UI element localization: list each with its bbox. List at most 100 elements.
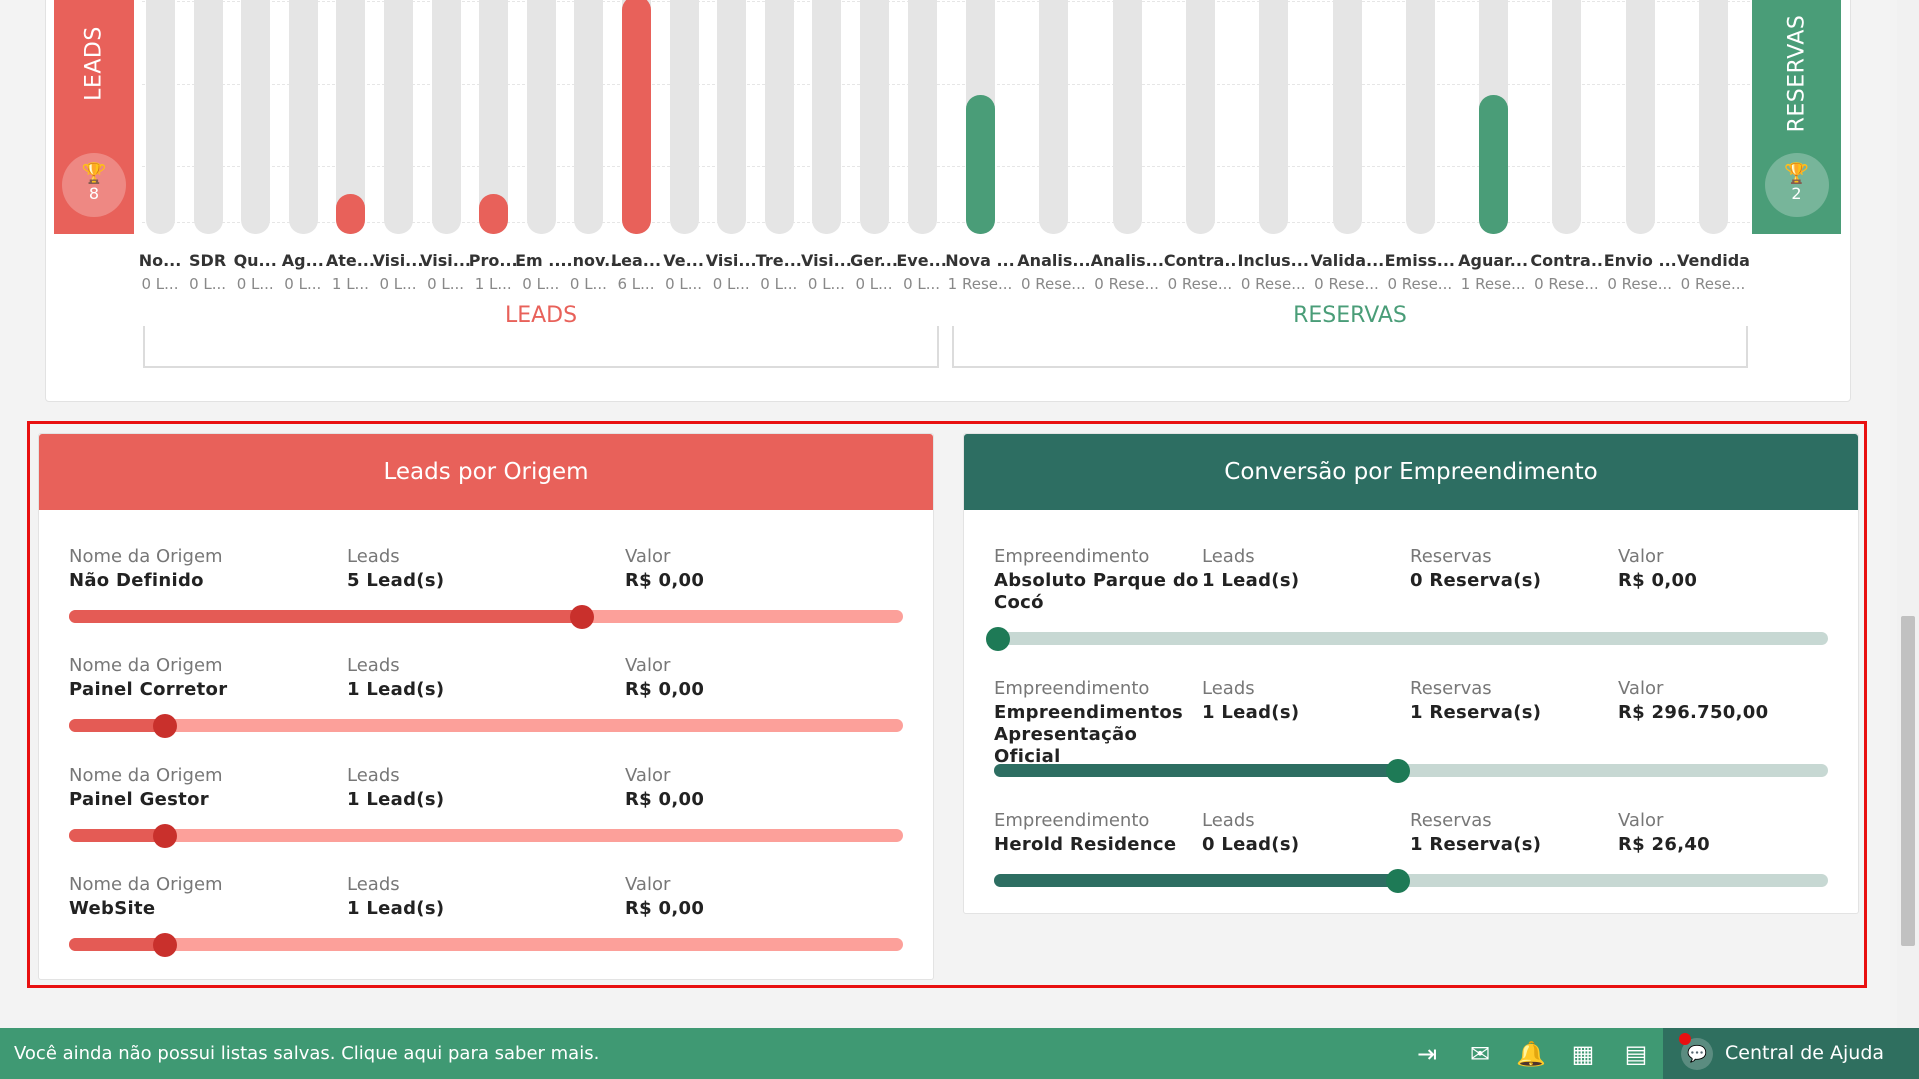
conversao-progress-fill [994, 874, 1399, 887]
saved-lists-message-link[interactable]: Você ainda não possui listas salvas. Cli… [14, 1043, 600, 1064]
logout-arrow-icon[interactable]: ⇥ [1416, 1040, 1438, 1068]
valor-header: Valor [625, 765, 671, 786]
funnel-column-count: 1 L... [474, 275, 512, 293]
origem-progress-fill [69, 610, 582, 623]
reservas-trophy-badge: 🏆 2 [1764, 153, 1829, 217]
funnel-column-label: ...nov... [554, 251, 623, 270]
funnel-column-label: Tre... [755, 251, 802, 270]
origem-progress-knob[interactable] [152, 714, 177, 738]
funnel-column-count: 0 Rese... [1167, 275, 1233, 293]
origem-progress-bar [69, 605, 903, 629]
valor-value: R$ 296.750,00 [1618, 702, 1769, 723]
funnel-column-count: 0 L... [427, 275, 465, 293]
funnel-column-count: 0 L... [760, 275, 798, 293]
reservas-total-count: 2 [1791, 184, 1802, 203]
scrollbar-thumb[interactable] [1901, 616, 1915, 946]
bell-icon[interactable]: 🔔 [1516, 1040, 1546, 1068]
funnel-column-count: 0 Rese... [1534, 275, 1599, 293]
funnel-column-track [1332, 0, 1362, 234]
funnel-column-track [1552, 0, 1582, 234]
funnel-column-fill [622, 0, 651, 234]
conversao-row: Empreendimento Absoluto Parque do Cocó Lea… [986, 544, 1828, 651]
origem-name: WebSite [69, 898, 156, 919]
origem-progress-knob[interactable] [152, 824, 177, 848]
conversao-progress-knob[interactable] [1386, 759, 1411, 783]
origem-progress-knob[interactable] [152, 933, 177, 957]
reservas-header: Reservas [1410, 678, 1492, 699]
funnel-column-label: Emiss... [1384, 251, 1455, 270]
funnel-column-fill [336, 193, 366, 234]
leads-side-block: LEADS 🏆 8 [54, 0, 134, 234]
leads-total-count: 8 [88, 184, 100, 203]
funnel-column-label: Vendida [1677, 251, 1749, 270]
trophy-icon: 🏆 [81, 161, 107, 185]
page-scrollbar[interactable] [1897, 0, 1919, 1028]
origem-name: Painel Gestor [69, 789, 209, 810]
origem-progress-bar [69, 714, 903, 738]
leads-value: 1 Lead(s) [1202, 702, 1300, 723]
funnel-column-label: Nova ... [945, 251, 1015, 270]
leads-header: Leads [347, 765, 400, 786]
origem-header: Nome da Origem [69, 874, 223, 895]
origem-progress-fill [69, 719, 165, 732]
funnel-column-label: No... [138, 251, 182, 270]
help-center-label: Central de Ajuda [1725, 1042, 1885, 1064]
funnel-column-count: 0 L... [189, 275, 227, 293]
reservas-group-bracket [952, 326, 1748, 368]
funnel-column-count: 6 L... [617, 275, 655, 293]
origem-progress-fill [69, 938, 165, 951]
grid-line [142, 84, 1750, 85]
funnel-column-label: Ag... [281, 251, 324, 270]
funnel-column-label: Lea... [610, 251, 662, 270]
funnel-column-count: 0 L... [855, 275, 893, 293]
funnel-column-label: Contra... [1530, 251, 1603, 270]
calculator-icon[interactable]: ▤ [1624, 1040, 1648, 1068]
calendar-icon[interactable]: ▦ [1571, 1040, 1595, 1068]
grid-line [142, 166, 1750, 167]
origem-progress-knob[interactable] [569, 605, 594, 629]
origem-progress-bar [69, 933, 903, 957]
funnel-column-track [288, 0, 318, 234]
leads-header: Leads [347, 546, 400, 567]
reservas-header: Reservas [1410, 546, 1492, 567]
conversao-progress-bar [994, 869, 1828, 893]
leads-por-origem-title: Leads por Origem [39, 434, 933, 510]
conversao-progress-knob[interactable] [1386, 869, 1411, 893]
funnel-column-count: 1 L... [331, 275, 369, 293]
leads-cell: Leads 1 Lead(s) [347, 872, 444, 920]
funnel-column-track [384, 0, 413, 234]
funnel-column-track [241, 0, 271, 234]
leads-por-origem-panel: Leads por Origem Nome da Origem Não Defin… [38, 433, 934, 980]
origem-header: Nome da Origem [69, 655, 223, 676]
origem-progress-fill [69, 829, 165, 842]
valor-value: R$ 0,00 [1618, 570, 1698, 591]
origem-name: Painel Corretor [69, 679, 228, 700]
emp-cell: Empreendimento Empreendimentos Apresentaç… [994, 676, 1199, 768]
leads-header: Leads [1202, 546, 1255, 567]
funnel-card: LEADS 🏆 8 No... 0 L... SDR 0 L... Qu... 0 L..… [45, 0, 1851, 402]
mail-star-icon[interactable]: ✉ [1469, 1040, 1491, 1068]
conversao-row: Empreendimento Herold Residence Leads 0 Lea… [994, 808, 1828, 908]
funnel-column-count: 0 L... [807, 275, 845, 293]
leads-group-title: LEADS [504, 303, 578, 328]
funnel-column-count: 0 Rese... [1240, 275, 1306, 293]
funnel-column-fill [966, 94, 995, 234]
valor-header: Valor [625, 655, 671, 676]
reservas-cell: Reservas 0 Reserva(s) [1410, 544, 1541, 592]
conversao-title: Conversão por Empreendimento [964, 434, 1858, 510]
trophy-icon: 🏆 [1784, 161, 1809, 185]
help-center-button[interactable]: 💬 Central de Ajuda [1663, 1028, 1919, 1079]
conversao-progress-knob[interactable] [986, 627, 1011, 651]
grid-line [142, 222, 1750, 223]
emp-cell: Empreendimento Herold Residence [994, 808, 1199, 856]
funnel-column-count: 0 Rese... [1314, 275, 1379, 293]
valor-value: R$ 0,00 [625, 679, 705, 700]
funnel-column-track [1112, 0, 1142, 234]
funnel-column-count: 0 Rese... [1387, 275, 1453, 293]
leads-header: Leads [347, 655, 400, 676]
funnel-column-label: Analis... [1090, 251, 1163, 270]
origem-row: Nome da Origem Não Definido Leads 5 Lead(s)… [69, 544, 903, 629]
funnel-column-track [1259, 0, 1289, 234]
funnel-column-track [1185, 0, 1215, 234]
funnel-column-count: 0 L... [141, 275, 179, 293]
